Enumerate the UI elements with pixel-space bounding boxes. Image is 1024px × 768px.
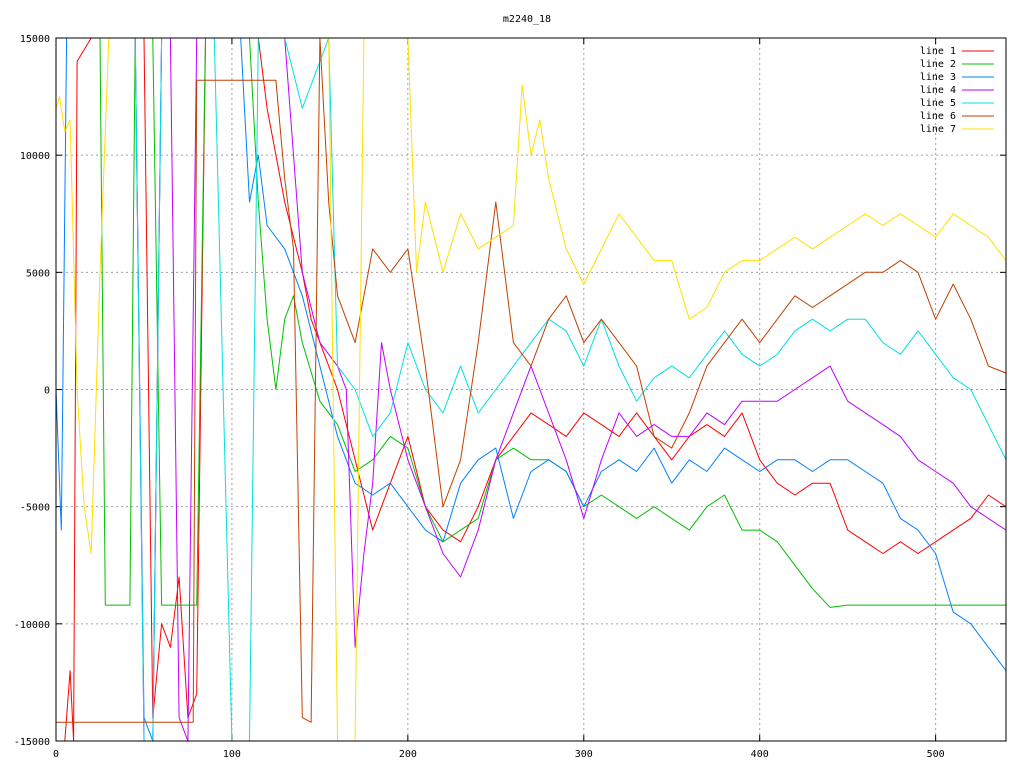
x-tick-label: 400 <box>751 749 769 760</box>
x-tick-label: 300 <box>575 749 593 760</box>
series-line-3 <box>56 38 1006 741</box>
grid <box>56 38 1006 741</box>
y-tick-label: 0 <box>44 386 50 397</box>
chart-title: m2240_18 <box>503 14 551 25</box>
legend: line 1 line 2 line 3 line 4 line 5 line 6 line… <box>920 46 994 135</box>
y-tick-label: -10000 <box>14 620 50 631</box>
y-tick-label: -15000 <box>14 737 50 748</box>
x-tick-label: 100 <box>223 749 241 760</box>
series-line-6 <box>56 38 1006 723</box>
legend-label-5: line 5 <box>920 98 956 109</box>
series-line-1 <box>56 38 1006 741</box>
series-group <box>56 38 1006 741</box>
plot-frame <box>55 37 1007 742</box>
y-tick-label: -5000 <box>20 503 50 514</box>
x-tick-label: 0 <box>53 749 59 760</box>
x-tick-label: 200 <box>399 749 417 760</box>
series-line-4 <box>56 38 1006 741</box>
y-tick-label: 15000 <box>20 34 50 45</box>
series-line-7 <box>56 38 1006 741</box>
legend-label-4: line 4 <box>920 85 956 96</box>
y-tick-label: 5000 <box>26 268 50 279</box>
legend-label-2: line 2 <box>920 59 956 70</box>
legend-label-3: line 3 <box>920 72 956 83</box>
x-tick-label: 500 <box>927 749 945 760</box>
legend-label-1: line 1 <box>920 46 956 57</box>
series-line-5 <box>56 38 1006 741</box>
legend-label-7: line 7 <box>920 124 956 135</box>
series-line-2 <box>56 38 1006 608</box>
legend-label-6: line 6 <box>920 111 956 122</box>
y-tick-label: 10000 <box>20 151 50 162</box>
